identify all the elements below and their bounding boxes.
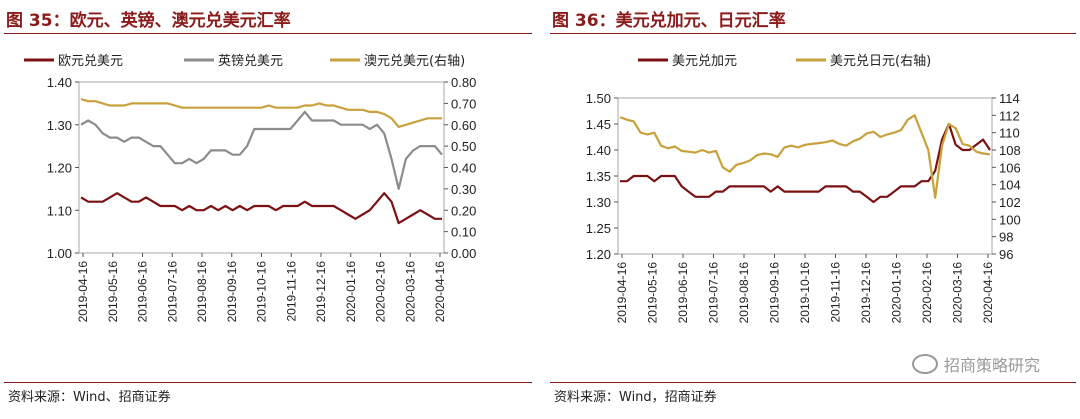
x-axis-tick-label: 2019-12-16 — [859, 262, 873, 324]
watermark: 招商策略研究 — [911, 352, 1040, 376]
left-axis-tick-label: 1.25 — [586, 221, 611, 236]
x-axis-tick-label: 2020-01-16 — [344, 261, 358, 323]
x-axis-tick-label: 2019-08-16 — [195, 261, 209, 323]
x-axis-tick-label: 2020-03-16 — [951, 262, 965, 324]
right-axis-tick-label: 98 — [999, 230, 1013, 245]
legend-label: 欧元兑美元 — [58, 54, 123, 69]
left-axis-tick-label: 1.50 — [586, 91, 611, 106]
source-divider — [4, 382, 532, 383]
source-divider — [550, 382, 1076, 383]
right-axis-tick-label: 104 — [999, 178, 1021, 193]
series-line — [80, 192, 442, 225]
source-note: 资料来源：Wind，招商证券 — [554, 390, 717, 405]
right-axis-tick-label: 0.00 — [451, 246, 476, 261]
x-axis-tick-label: 2019-10-16 — [798, 262, 812, 324]
x-axis-tick-label: 2020-03-16 — [403, 261, 417, 323]
right-axis-tick-label: 96 — [999, 247, 1013, 262]
wechat-icon — [911, 354, 938, 374]
x-axis-tick-label: 2020-01-16 — [890, 262, 904, 324]
figure-title: 图 36：美元兑加元、日元汇率 — [552, 11, 786, 31]
right-axis-tick-label: 0.60 — [451, 118, 476, 133]
x-axis-tick-label: 2019-06-16 — [136, 261, 150, 323]
exchange-rate-chart-right: 1.20 1.25 1.30 1.35 1.40 1.45 1.50 96 98 100 102 10… — [586, 54, 1021, 324]
x-axis-tick-label: 2019-12-16 — [314, 261, 328, 323]
x-axis-tick-label: 2019-04-16 — [615, 262, 629, 324]
left-axis-tick-label: 1.30 — [586, 195, 611, 210]
series-line — [80, 110, 443, 190]
left-axis-tick-label: 1.20 — [586, 247, 611, 262]
right-axis-tick-label: 106 — [999, 160, 1021, 175]
right-axis-tick-label: 0.50 — [451, 139, 476, 154]
right-axis-tick-label: 0.10 — [451, 225, 476, 240]
x-axis-tick-label: 2019-07-16 — [707, 262, 721, 324]
x-axis-tick-label: 2019-08-16 — [737, 262, 751, 324]
left-axis-tick-label: 1.00 — [47, 246, 72, 261]
title-divider — [4, 33, 532, 34]
right-panel: 图 36：美元兑加元、日元汇率 1.20 1.25 1.30 1.35 1.40 1.45… — [546, 0, 1080, 419]
x-axis-tick-label: 2019-10-16 — [255, 261, 269, 323]
right-axis-tick-label: 110 — [999, 126, 1020, 141]
x-axis-tick-label: 2020-04-16 — [981, 262, 995, 324]
x-axis-tick-label: 2020-04-16 — [433, 261, 447, 323]
right-axis-tick-label: 0.80 — [451, 75, 476, 90]
right-axis-tick-label: 0.40 — [451, 161, 476, 176]
x-axis-tick-label: 2019-09-16 — [225, 261, 239, 323]
x-axis-tick-label: 2019-06-16 — [676, 262, 690, 324]
series-line — [80, 98, 442, 129]
x-axis-tick-label: 2019-04-16 — [76, 261, 90, 323]
left-panel: 图 35：欧元、英镑、澳元兑美元汇率 1.00 1.10 1.20 1.30 1.40 0… — [0, 0, 536, 419]
left-axis-tick-label: 1.40 — [586, 143, 611, 158]
right-axis-tick-label: 0.30 — [451, 182, 476, 197]
left-axis-tick-label: 1.40 — [47, 75, 72, 90]
x-axis-tick-label: 2020-02-16 — [374, 261, 388, 323]
legend-label: 英镑兑美元 — [218, 53, 283, 69]
legend-label: 澳元兑美元(右轴) — [364, 53, 465, 69]
right-axis-tick-label: 0.20 — [451, 203, 476, 218]
left-axis-tick-label: 1.30 — [47, 118, 72, 133]
x-axis-tick-label: 2019-07-16 — [165, 261, 179, 323]
left-axis-tick-label: 1.20 — [47, 161, 72, 176]
series-line — [620, 122, 991, 204]
right-axis-tick-label: 114 — [999, 91, 1020, 106]
right-axis-tick-label: 100 — [999, 212, 1021, 227]
x-axis-tick-label: 2019-05-16 — [646, 262, 660, 324]
title-divider — [550, 33, 1076, 34]
left-axis-tick-label: 1.45 — [586, 117, 611, 132]
x-axis-tick-label: 2019-11-16 — [284, 261, 298, 322]
legend-label: 美元兑日元(右轴) — [830, 54, 931, 69]
figure-title: 图 35：欧元、英镑、澳元兑美元汇率 — [6, 11, 291, 31]
source-note: 资料来源：Wind、招商证券 — [8, 390, 171, 405]
right-axis-tick-label: 102 — [999, 195, 1021, 210]
x-axis-tick-label: 2019-05-16 — [106, 261, 120, 323]
legend-label: 美元兑加元 — [672, 54, 737, 69]
x-axis-tick-label: 2019-09-16 — [768, 262, 782, 324]
x-axis-tick-label: 2020-02-16 — [920, 262, 934, 324]
watermark-text: 招商策略研究 — [943, 356, 1040, 375]
right-axis-tick-label: 0.70 — [451, 96, 476, 111]
right-axis-tick-label: 112 — [999, 108, 1020, 123]
series-line — [619, 114, 991, 199]
exchange-rate-chart-left: 1.00 1.10 1.20 1.30 1.40 0.00 0.10 0.20 0.30 0.40… — [24, 53, 476, 323]
left-axis-tick-label: 1.10 — [47, 203, 72, 218]
left-axis-tick-label: 1.35 — [586, 169, 611, 184]
right-axis-tick-label: 108 — [999, 143, 1021, 158]
x-axis-tick-label: 2019-11-16 — [829, 262, 843, 323]
